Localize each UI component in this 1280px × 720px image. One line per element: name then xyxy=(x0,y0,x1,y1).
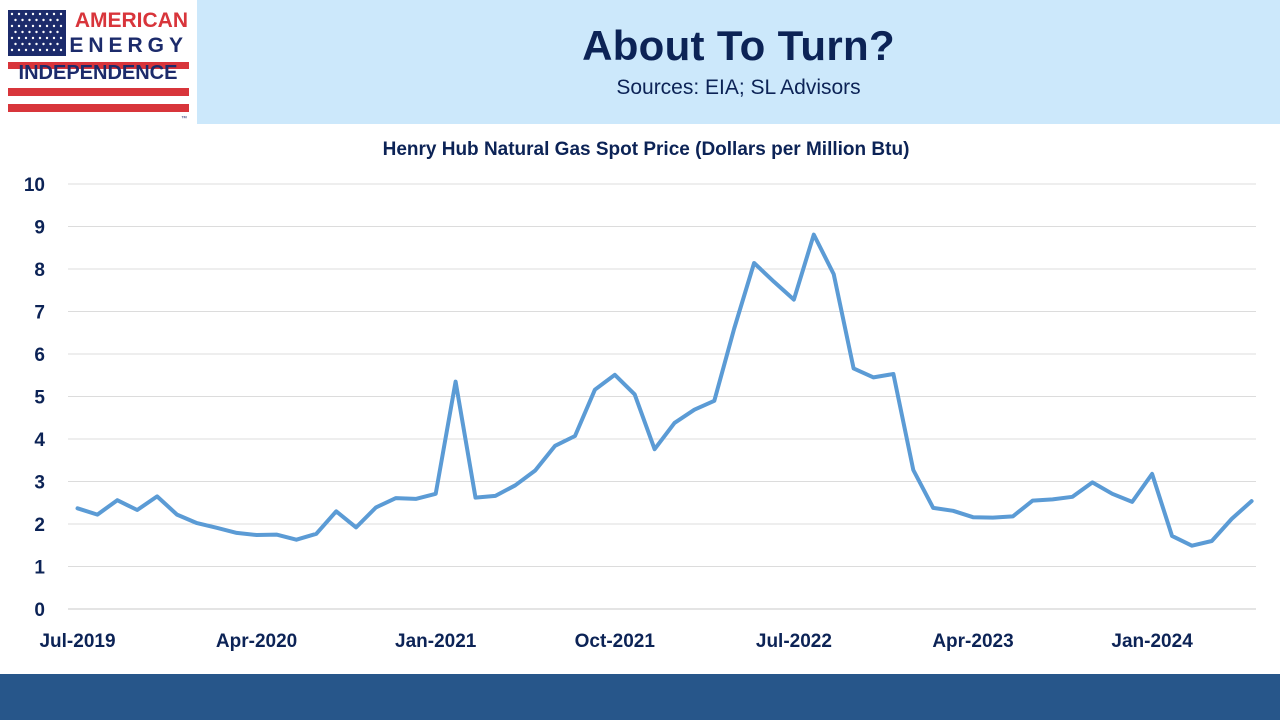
logo-star-40 xyxy=(28,42,31,46)
chart-series xyxy=(75,232,1254,548)
logo-star-49 xyxy=(38,48,42,52)
logo-stripe-3 xyxy=(8,104,189,112)
logo-star-4 xyxy=(38,12,42,16)
logo-star-30 xyxy=(10,36,14,40)
logo-star-45 xyxy=(10,48,14,52)
logo-star-22 xyxy=(59,24,63,28)
logo-star-26 xyxy=(35,30,38,34)
logo-word-energy: ENERGY xyxy=(69,34,188,57)
logo-star-15 xyxy=(10,24,14,28)
chart-gridlines xyxy=(68,183,1256,610)
header-band xyxy=(197,0,1280,124)
logo-star-39 xyxy=(21,42,24,46)
footer-band xyxy=(0,674,1280,720)
logo-star-9 xyxy=(21,18,24,22)
logo-star-7 xyxy=(59,12,63,16)
x-tick-label-Jul-2019: Jul-2019 xyxy=(39,631,115,652)
logo-star-48 xyxy=(31,48,35,52)
logo-star-14 xyxy=(56,18,59,22)
logo-star-8 xyxy=(14,18,17,22)
chart-title: Henry Hub Natural Gas Spot Price (Dollar… xyxy=(383,139,910,160)
logo-star-37 xyxy=(59,36,63,40)
y-tick-label-5: 5 xyxy=(34,388,45,409)
logo-star-11 xyxy=(35,18,38,22)
logo-star-21 xyxy=(52,24,56,28)
logo-star-44 xyxy=(56,42,59,46)
logo-star-51 xyxy=(52,48,56,52)
logo-word-american: AMERICAN xyxy=(75,9,188,32)
logo-star-3 xyxy=(31,12,35,16)
logo-star-6 xyxy=(52,12,56,16)
logo-word-independence: INDEPENDENCE xyxy=(19,62,178,84)
henry-hub-price-line xyxy=(75,232,1254,548)
price-line-chart: Henry Hub Natural Gas Spot Price (Dollar… xyxy=(24,139,1256,652)
logo-star-19 xyxy=(38,24,42,28)
y-tick-label-3: 3 xyxy=(34,473,45,494)
logo-star-16 xyxy=(17,24,21,28)
logo-star-52 xyxy=(59,48,63,52)
x-tick-label-Jul-2022: Jul-2022 xyxy=(756,631,832,652)
logo-star-0 xyxy=(10,12,14,16)
logo-star-38 xyxy=(14,42,17,46)
logo-star-24 xyxy=(21,30,24,34)
logo-star-50 xyxy=(45,48,49,52)
y-tick-label-8: 8 xyxy=(34,260,45,281)
logo-star-18 xyxy=(31,24,35,28)
x-tick-label-Apr-2020: Apr-2020 xyxy=(216,631,297,652)
y-axis-tick-labels: 0 1 2 3 4 5 6 7 8 9 10 xyxy=(24,175,46,621)
logo-star-36 xyxy=(52,36,56,40)
logo-star-29 xyxy=(56,30,59,34)
logo-stars xyxy=(10,12,63,52)
logo-star-33 xyxy=(31,36,35,40)
x-tick-label-Jan-2021: Jan-2021 xyxy=(395,631,477,652)
logo-star-23 xyxy=(14,30,17,34)
y-tick-label-0: 0 xyxy=(34,600,45,621)
logo-star-20 xyxy=(45,24,49,28)
y-tick-label-1: 1 xyxy=(34,558,45,579)
y-tick-label-6: 6 xyxy=(34,345,45,366)
logo-star-28 xyxy=(49,30,52,34)
y-tick-label-2: 2 xyxy=(34,515,45,536)
logo-star-27 xyxy=(42,30,45,34)
logo-star-35 xyxy=(45,36,49,40)
logo-star-17 xyxy=(24,24,28,28)
logo-star-41 xyxy=(35,42,38,46)
logo-star-47 xyxy=(24,48,28,52)
logo-trademark: ™ xyxy=(181,115,187,122)
american-energy-independence-logo: AMERICAN ENERGY INDEPENDENCE ™ xyxy=(0,0,197,124)
logo-stripe-2 xyxy=(8,88,189,96)
logo-star-34 xyxy=(38,36,42,40)
y-tick-label-4: 4 xyxy=(34,430,45,451)
y-tick-label-10: 10 xyxy=(24,175,45,196)
x-tick-label-Oct-2021: Oct-2021 xyxy=(575,631,656,652)
logo-star-2 xyxy=(24,12,28,16)
logo-star-13 xyxy=(49,18,52,22)
slide-subtitle: Sources: EIA; SL Advisors xyxy=(616,76,861,99)
logo-star-42 xyxy=(42,42,45,46)
logo-star-25 xyxy=(28,30,31,34)
y-tick-label-9: 9 xyxy=(34,218,45,239)
x-tick-label-Jan-2024: Jan-2024 xyxy=(1111,631,1193,652)
logo-star-10 xyxy=(28,18,31,22)
logo-star-43 xyxy=(49,42,52,46)
logo-star-1 xyxy=(17,12,21,16)
logo-graphic: AMERICAN ENERGY INDEPENDENCE ™ xyxy=(8,9,189,122)
x-tick-label-Apr-2023: Apr-2023 xyxy=(932,631,1013,652)
logo-star-31 xyxy=(17,36,21,40)
logo-star-46 xyxy=(17,48,21,52)
logo-stripe-1 xyxy=(8,62,189,69)
x-axis-tick-labels: Jul-2019 Apr-2020 Jan-2021 Oct-2021 Jul-2022… xyxy=(39,631,1193,652)
logo-star-12 xyxy=(42,18,45,22)
logo-star-32 xyxy=(24,36,28,40)
logo-star-5 xyxy=(45,12,49,16)
y-tick-label-7: 7 xyxy=(34,303,45,324)
slide-title: About To Turn? xyxy=(582,22,895,69)
